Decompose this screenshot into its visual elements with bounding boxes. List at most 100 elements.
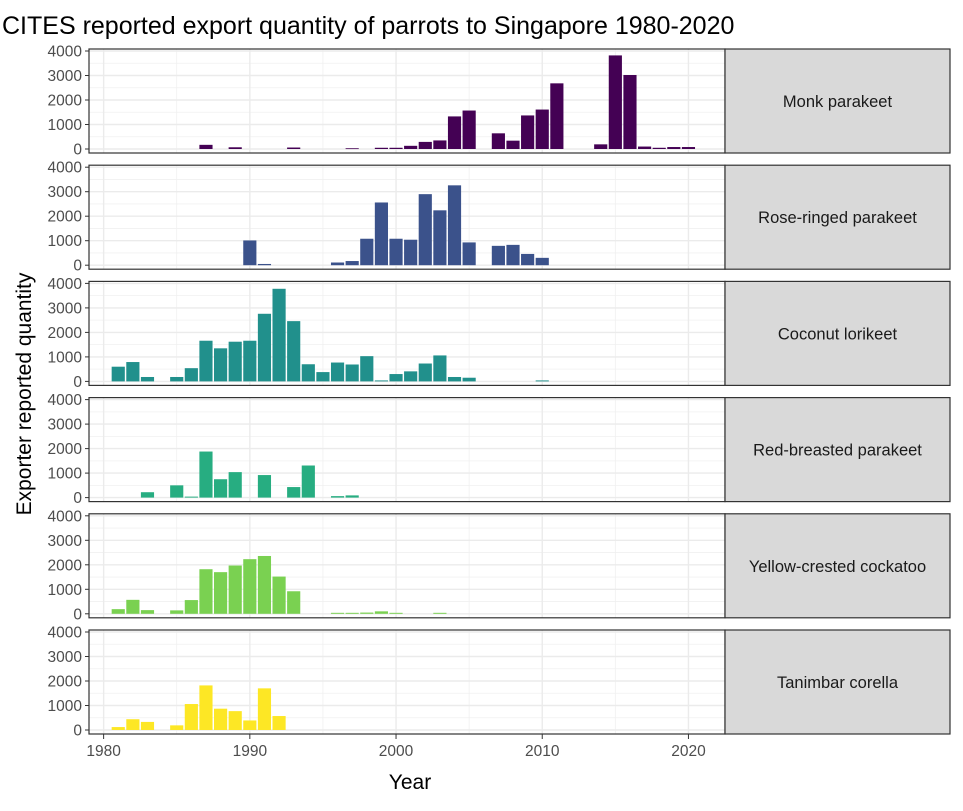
bar xyxy=(447,116,462,149)
y-tick-label: 3000 xyxy=(48,417,83,434)
facet-strip xyxy=(724,48,951,154)
y-tick-label: 0 xyxy=(73,258,82,275)
bar xyxy=(199,685,213,730)
facet-label: Tanimbar corella xyxy=(777,674,899,692)
bar xyxy=(257,688,272,730)
x-tick-label: 1980 xyxy=(86,743,121,760)
bar xyxy=(404,239,418,266)
y-tick-label: 0 xyxy=(73,606,82,623)
bar xyxy=(345,148,359,150)
bar xyxy=(374,147,388,149)
bar xyxy=(140,376,155,382)
bar xyxy=(272,576,286,614)
bar xyxy=(170,610,184,614)
y-tick-label: 1000 xyxy=(48,117,83,134)
facet-label: Yellow-crested cockatoo xyxy=(749,558,926,576)
bar xyxy=(535,109,549,149)
x-tick-label: 2000 xyxy=(379,743,414,760)
y-tick-label: 0 xyxy=(73,723,82,740)
bar xyxy=(535,380,549,382)
bar xyxy=(301,364,315,382)
y-tick-label: 2000 xyxy=(48,441,83,458)
bar xyxy=(345,364,359,382)
facet-panel: 0 1000 2000 3000 4000 Coconut lorikeet xyxy=(48,276,951,391)
bar xyxy=(228,565,242,614)
bar xyxy=(301,465,315,498)
bar xyxy=(360,612,374,614)
bar xyxy=(418,141,432,149)
bar xyxy=(243,240,257,266)
bar xyxy=(330,612,345,614)
y-tick-label: 2000 xyxy=(48,674,83,691)
y-tick-label: 0 xyxy=(73,490,82,507)
facet-label: Coconut lorikeet xyxy=(778,325,898,343)
bar xyxy=(374,380,388,382)
bar xyxy=(491,245,505,266)
bar xyxy=(243,340,257,382)
bar xyxy=(360,356,374,382)
y-tick-label: 2000 xyxy=(48,209,83,226)
facet-strip xyxy=(724,397,951,503)
y-tick-label: 2000 xyxy=(48,325,83,342)
bar xyxy=(111,366,125,382)
bar xyxy=(170,485,184,498)
y-tick-label: 2000 xyxy=(48,93,83,110)
facet-label: Red-breasted parakeet xyxy=(753,442,922,460)
bar xyxy=(199,451,213,498)
bar xyxy=(433,355,447,382)
y-tick-label: 4000 xyxy=(48,276,83,293)
facet-label: Monk parakeet xyxy=(783,93,893,111)
bar xyxy=(652,147,666,149)
bar xyxy=(184,368,198,382)
bar xyxy=(170,725,184,730)
bar xyxy=(126,362,140,382)
y-tick-label: 4000 xyxy=(48,392,83,409)
bar xyxy=(462,242,476,266)
bar xyxy=(272,288,286,382)
bar xyxy=(257,555,272,614)
y-tick-label: 2000 xyxy=(48,557,83,574)
x-axis: 1980 1990 2000 2010 2020 xyxy=(86,734,706,760)
bar xyxy=(330,362,345,382)
bar xyxy=(506,244,520,266)
bar xyxy=(243,720,257,730)
bar xyxy=(521,115,535,149)
bar xyxy=(506,140,520,149)
bar xyxy=(199,340,213,382)
bar xyxy=(389,612,403,614)
facet-panel: 0 1000 2000 3000 4000 Rose-ringed parakeet xyxy=(48,160,951,275)
bar xyxy=(170,376,184,382)
x-tick-label: 2020 xyxy=(671,743,706,760)
bar xyxy=(535,257,549,266)
bar xyxy=(594,144,608,149)
bar xyxy=(184,600,198,614)
bar xyxy=(521,253,535,266)
bar xyxy=(447,376,462,382)
bar xyxy=(126,719,140,730)
bar xyxy=(214,708,228,730)
y-tick-label: 1000 xyxy=(48,349,83,366)
bar xyxy=(681,147,696,149)
bar xyxy=(140,492,155,498)
bar xyxy=(667,147,681,149)
bar xyxy=(287,591,301,614)
bar xyxy=(199,569,213,614)
bar xyxy=(418,194,432,266)
bar xyxy=(433,140,447,149)
facet-panel: 0 1000 2000 3000 4000 Red-breasted parakeet xyxy=(48,392,951,507)
x-tick-label: 1990 xyxy=(233,743,268,760)
bar xyxy=(404,145,418,149)
bar xyxy=(374,611,388,614)
y-tick-label: 4000 xyxy=(48,508,83,525)
bar xyxy=(287,487,301,498)
y-tick-label: 3000 xyxy=(48,68,83,85)
y-tick-label: 4000 xyxy=(48,44,83,61)
bar xyxy=(140,610,155,614)
bar xyxy=(345,612,359,614)
x-tick-label: 2010 xyxy=(525,743,560,760)
bar xyxy=(126,599,140,614)
bar xyxy=(433,210,447,266)
y-tick-label: 4000 xyxy=(48,625,83,642)
bar xyxy=(462,377,476,382)
bar xyxy=(228,147,242,149)
